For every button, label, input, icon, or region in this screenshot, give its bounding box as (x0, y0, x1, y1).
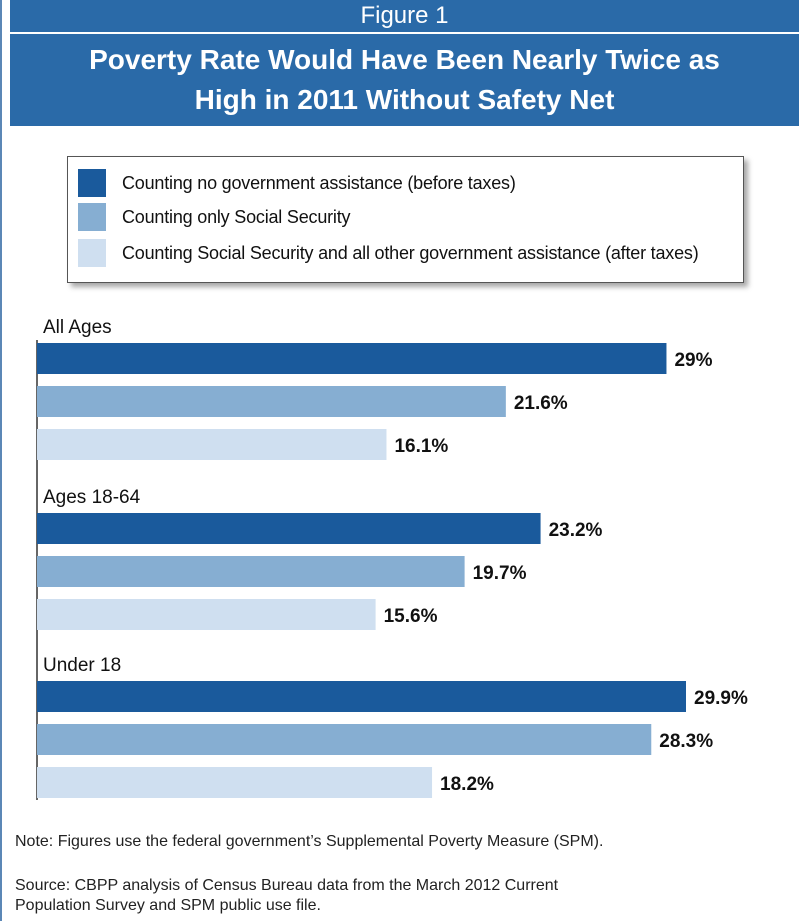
bar (37, 599, 376, 630)
data-label: 16.1% (394, 436, 448, 457)
bar (37, 343, 667, 374)
category-label: Ages 18-64 (43, 487, 141, 508)
chart-source-line-1: Source: CBPP analysis of Census Bureau d… (15, 877, 559, 894)
legend-swatch-social-security (78, 203, 106, 231)
data-label: 28.3% (659, 731, 713, 752)
bar (37, 513, 541, 544)
legend-label-before-taxes: Counting no government assistance (befor… (122, 173, 516, 193)
legend-label-after-taxes: Counting Social Security and all other g… (122, 243, 699, 263)
data-label: 29% (674, 350, 712, 371)
bar (37, 386, 506, 417)
legend-swatch-before-taxes (78, 169, 106, 197)
data-label: 23.2% (549, 520, 603, 541)
data-label: 15.6% (384, 606, 438, 627)
bar (37, 556, 465, 587)
bar (37, 429, 387, 460)
category-label: All Ages (43, 317, 112, 338)
data-label: 18.2% (440, 774, 494, 795)
data-label: 21.6% (514, 393, 568, 414)
figure-label: Figure 1 (10, 0, 799, 32)
chart-note: Note: Figures use the federal government… (15, 833, 604, 850)
chart-title-line-1: Poverty Rate Would Have Been Nearly Twic… (89, 44, 720, 75)
category-label: Under 18 (43, 655, 121, 676)
chart-title-line-2: High in 2011 Without Safety Net (194, 84, 615, 115)
data-label: 29.9% (694, 688, 748, 709)
chart-source: Source: CBPP analysis of Census Bureau d… (15, 876, 558, 916)
data-label: 19.7% (473, 563, 527, 584)
chart-source-line-2: Population Survey and SPM public use fil… (15, 897, 321, 914)
chart-legend: Counting no government assistance (befor… (67, 156, 744, 283)
legend-label-social-security: Counting only Social Security (122, 207, 351, 227)
bar (37, 767, 433, 798)
bar (37, 681, 686, 712)
bar (37, 724, 652, 755)
legend-swatch-after-taxes (78, 239, 106, 267)
chart-title: Poverty Rate Would Have Been Nearly Twic… (10, 34, 799, 126)
